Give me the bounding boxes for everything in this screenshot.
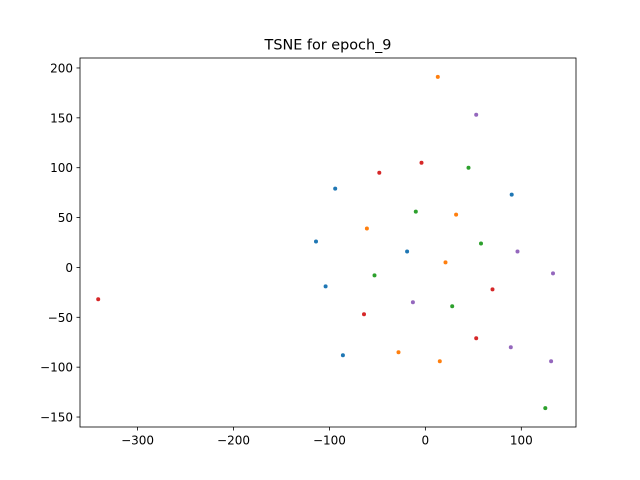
x-tick-label: −200 (217, 434, 250, 448)
data-point-s4-3 (410, 300, 415, 305)
data-point-s3-0 (419, 160, 424, 165)
data-point-s1-5 (437, 359, 442, 364)
data-point-s4-0 (474, 112, 479, 117)
points-layer (96, 74, 555, 411)
data-point-s0-5 (509, 192, 514, 197)
data-point-s0-4 (340, 353, 345, 358)
data-point-s2-4 (450, 304, 455, 309)
chart-title: TSNE for epoch_9 (264, 38, 392, 54)
data-point-s0-3 (323, 284, 328, 289)
data-point-s1-3 (443, 260, 448, 265)
data-point-s0-0 (333, 186, 338, 191)
data-point-s3-5 (474, 336, 479, 341)
x-tick-label: 0 (422, 434, 430, 448)
y-tick-label: 0 (65, 261, 73, 275)
data-point-s2-2 (479, 241, 483, 246)
y-tick-label: −150 (40, 411, 73, 425)
plot-frame (79, 57, 577, 428)
data-point-s2-0 (466, 165, 471, 170)
data-point-s3-3 (490, 287, 495, 292)
ticks-layer: −300 −200 −100 0 100 −150 −100 −50 0 50 100 150 200 (40, 61, 533, 447)
data-point-s3-1 (377, 170, 382, 175)
x-tick-label: −300 (121, 434, 154, 448)
data-point-s2-1 (413, 209, 418, 214)
y-tick-label: 200 (50, 61, 73, 75)
data-point-s1-0 (435, 74, 440, 79)
data-point-s4-2 (551, 271, 555, 276)
data-point-s4-5 (549, 359, 554, 364)
y-tick-label: −50 (48, 311, 73, 325)
data-point-s0-1 (314, 239, 318, 244)
y-tick-label: 150 (50, 111, 73, 125)
data-point-s0-2 (405, 249, 410, 254)
y-tick-label: −100 (40, 361, 73, 375)
data-point-s3-2 (96, 297, 101, 302)
data-point-s4-1 (515, 249, 520, 254)
y-tick-label: 50 (58, 211, 73, 225)
data-point-s2-5 (543, 406, 548, 411)
data-point-s4-4 (508, 345, 513, 350)
x-tick-label: −100 (313, 434, 346, 448)
data-point-s1-2 (364, 226, 369, 231)
data-point-s1-1 (454, 212, 459, 217)
y-tick-label: 100 (50, 161, 73, 175)
data-point-s1-4 (396, 350, 401, 355)
x-tick-label: 100 (510, 434, 533, 448)
data-point-s3-4 (362, 312, 366, 317)
data-point-s2-3 (372, 273, 377, 278)
